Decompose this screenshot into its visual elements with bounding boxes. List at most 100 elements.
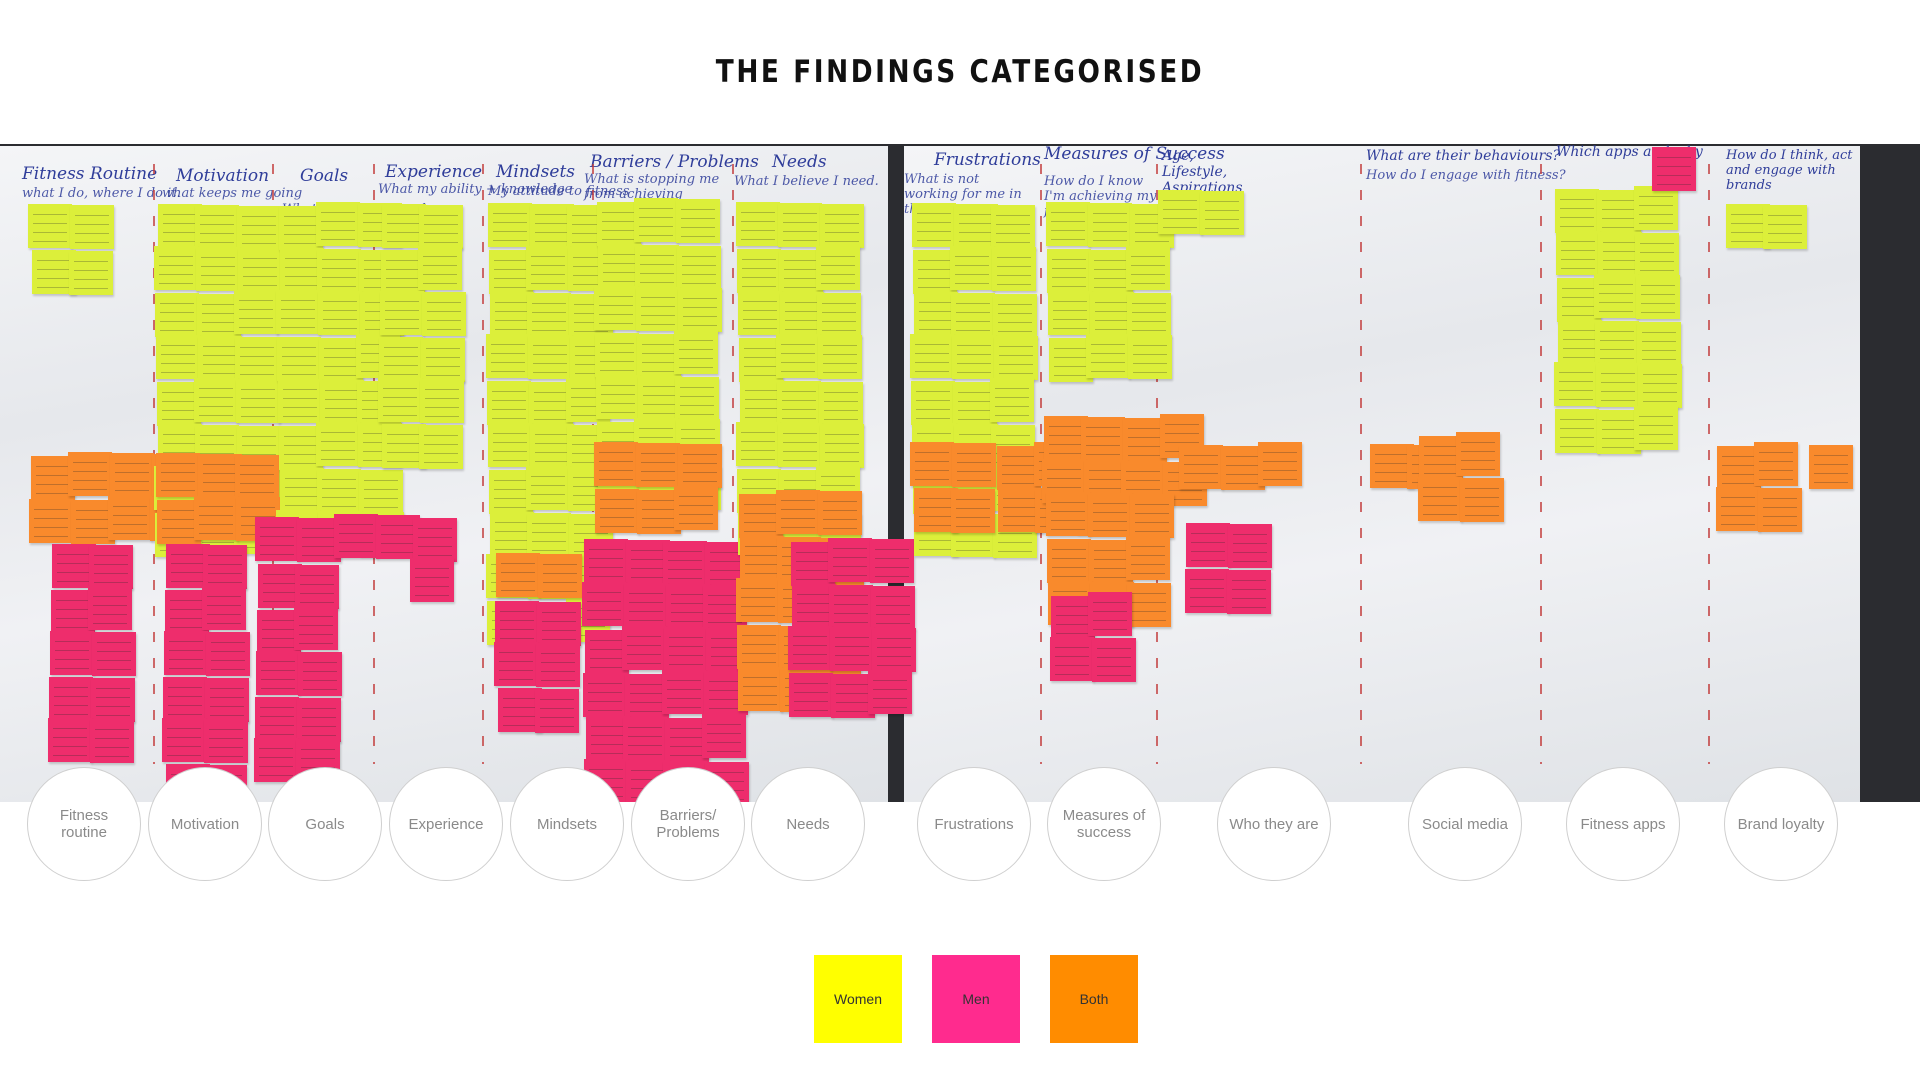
category-measures-of-success[interactable]: Measures of success [1047,767,1161,881]
sticky-note [992,247,1036,291]
sticky-note [1088,493,1132,537]
sticky-note [676,199,720,243]
sticky-note [295,565,339,609]
category-label: Motivation [170,815,240,833]
sticky-note [777,381,821,425]
sticky-note [48,718,92,762]
sticky-note [623,717,667,761]
sticky-note [739,494,783,538]
sticky-note [819,382,863,426]
sticky-note [526,466,570,510]
category-label: Experience [408,815,484,833]
sticky-note [1419,436,1463,480]
sticky-note [1089,250,1133,294]
sticky-note [1228,524,1272,568]
sticky-note [830,627,874,671]
wall-heading: How do I think, act and engage with bran… [1726,148,1853,193]
sticky-note [380,291,424,335]
category-goals[interactable]: Goals [268,767,382,881]
sticky-note [91,678,135,722]
sticky-note [740,380,784,424]
sticky-note [994,336,1038,380]
category-barriers-problems[interactable]: Barriers/ Problems [631,767,745,881]
sticky-note [1556,231,1600,275]
category-motivation[interactable]: Motivation [148,767,262,881]
category-label: Measures of success [1062,807,1146,841]
category-who-they-are[interactable]: Who they are [1217,767,1331,881]
sticky-note [530,204,574,248]
sticky-note [1554,362,1598,406]
sticky-note [911,381,955,425]
wall-heading: Mindsets [496,162,576,182]
sticky-note [1456,432,1500,476]
sticky-note [194,378,238,422]
sticky-note [952,443,996,487]
sticky-note [1088,592,1132,636]
category-social-media[interactable]: Social media [1408,767,1522,881]
category-experience[interactable]: Experience [389,767,503,881]
sticky-note [597,202,641,246]
sticky-note [625,674,669,718]
sticky-note [419,425,463,469]
sticky-note [1758,488,1802,532]
sticky-note [154,246,198,290]
sticky-note [156,453,200,497]
sticky-note [1596,363,1640,407]
sticky-note [68,452,112,496]
sticky-note [1555,189,1599,233]
category-mindsets[interactable]: Mindsets [510,767,624,881]
sticky-note [870,539,914,583]
sticky-note [235,337,279,381]
sticky-note [298,652,342,696]
sticky-note [1418,477,1462,521]
sticky-note [202,586,246,630]
category-label: Fitness apps [1580,815,1666,833]
sticky-note [1049,338,1093,382]
sticky-note [162,718,206,762]
category-label: Frustrations [934,815,1014,833]
sticky-note [871,586,915,630]
sticky-note [1637,322,1681,366]
sticky-note [537,602,581,646]
category-fitness-routine[interactable]: Fitness routine [27,767,141,881]
sticky-note [951,293,995,337]
sticky-note [584,539,628,583]
sticky-note [991,205,1035,249]
category-needs[interactable]: Needs [751,767,865,881]
sticky-note [637,334,681,378]
sticky-note [89,545,133,589]
sticky-note [665,718,709,762]
sticky-note [1179,445,1223,489]
sticky-note [236,379,280,423]
category-brand-loyalty[interactable]: Brand loyalty [1724,767,1838,881]
sticky-note [378,378,422,422]
sticky-note [831,674,875,718]
sticky-note [677,246,721,290]
sticky-note [257,610,301,654]
sticky-note [678,288,722,332]
sticky-note [528,335,572,379]
sticky-note [990,378,1034,422]
wall-heading: Experience [385,162,483,182]
sticky-note [778,423,822,467]
sticky-note [29,499,73,543]
sticky-note [788,626,832,670]
sticky-note [277,337,321,381]
sticky-note [1754,442,1798,486]
sticky-note [258,564,302,608]
sticky-note [585,630,629,674]
sticky-note [662,670,706,714]
sticky-note [255,517,299,561]
sticky-note [488,423,532,467]
sticky-note [382,424,426,468]
category-label: Who they are [1229,815,1319,833]
sticky-note [596,375,640,419]
sticky-note [776,490,820,534]
wall-heading: What are their behaviours? [1366,148,1560,164]
sticky-note [1558,320,1602,364]
category-frustrations[interactable]: Frustrations [917,767,1031,881]
sticky-note [818,335,862,379]
sticky-note [334,514,378,558]
category-fitness-apps[interactable]: Fitness apps [1566,767,1680,881]
sticky-note [637,490,681,534]
